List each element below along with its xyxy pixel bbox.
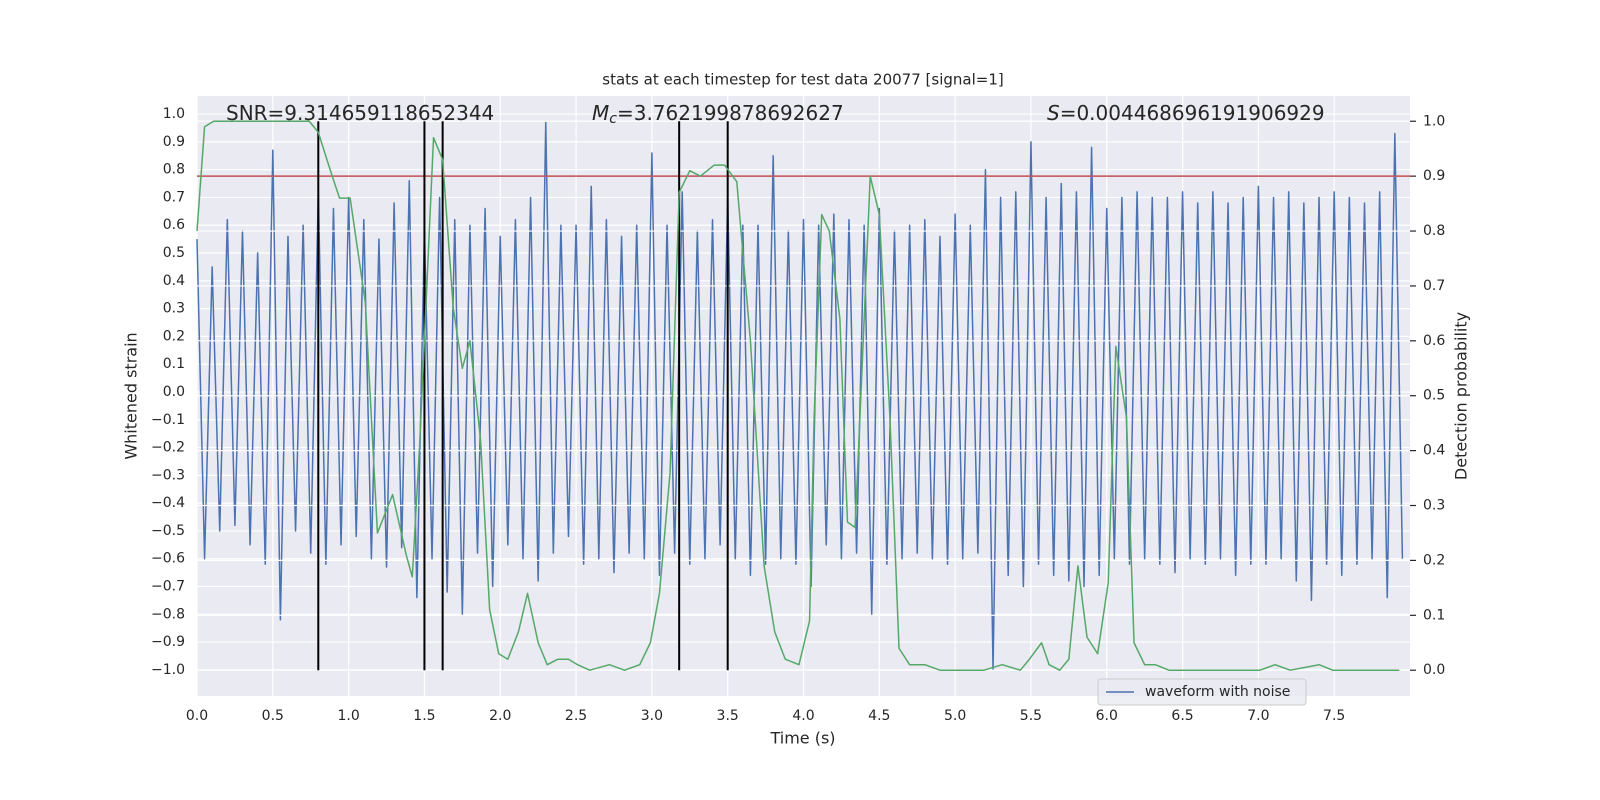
annotation: Mc=3.762199878692627 xyxy=(592,101,844,128)
annotation-text: SNR=9.314659118652344 xyxy=(226,101,494,125)
y-tick-label: −0.3 xyxy=(151,467,185,483)
y-tick-label: −0.5 xyxy=(151,523,185,539)
y2-tick-label: 0.7 xyxy=(1423,278,1445,294)
chart-title: stats at each timestep for test data 200… xyxy=(602,71,1003,89)
y2-tick-label: 0.2 xyxy=(1423,552,1445,568)
y2-tick-label: 0.0 xyxy=(1423,662,1445,678)
y-tick-label: 0.0 xyxy=(163,384,185,400)
x-tick-label: 0.5 xyxy=(262,708,284,724)
y-tick-label: 0.6 xyxy=(163,217,185,233)
y2-tick-label: 0.8 xyxy=(1423,223,1445,239)
x-tick-label: 3.0 xyxy=(641,708,663,724)
y2-tick-label: 0.9 xyxy=(1423,168,1445,184)
y-tick-label: 1.0 xyxy=(163,106,185,122)
y-tick-label: −0.4 xyxy=(151,495,185,511)
series-line xyxy=(196,120,1400,671)
y2-tick-label: 0.5 xyxy=(1423,388,1445,404)
y-tick-label: −1.0 xyxy=(151,662,185,678)
y-tick-label: 0.5 xyxy=(163,245,185,261)
y2-tick-label: 0.6 xyxy=(1423,333,1445,349)
y-tick-label: −0.8 xyxy=(151,606,185,622)
annotation-text: =3.762199878692627 xyxy=(617,101,844,125)
x-tick-label: 6.5 xyxy=(1171,708,1193,724)
y-tick-label: 0.8 xyxy=(163,162,185,178)
y-tick-label: −0.7 xyxy=(151,579,185,595)
annotation-symbol: M xyxy=(592,101,609,125)
x-tick-label: 5.5 xyxy=(1020,708,1042,724)
x-tick-label: 6.0 xyxy=(1096,708,1118,724)
x-tick-label: 4.0 xyxy=(792,708,814,724)
y2-tick-label: 0.4 xyxy=(1423,443,1445,459)
x-tick-label: 1.0 xyxy=(337,708,359,724)
y-tick-label: 0.7 xyxy=(163,189,185,205)
annotation-symbol: S xyxy=(1047,101,1060,125)
x-tick-label: 7.5 xyxy=(1323,708,1345,724)
x-tick-label: 7.0 xyxy=(1247,708,1269,724)
x-tick-label: 1.5 xyxy=(413,708,435,724)
annotation-text: =0.004468696191906929 xyxy=(1060,101,1325,125)
annotation: S=0.004468696191906929 xyxy=(1047,101,1325,125)
y-tick-label: 0.2 xyxy=(163,328,185,344)
x-tick-label: 5.0 xyxy=(944,708,966,724)
y-tick-label: 0.9 xyxy=(163,134,185,150)
y-tick-label: 0.4 xyxy=(163,273,185,289)
annotation: SNR=9.314659118652344 xyxy=(226,101,494,125)
y2-axis-label: Detection probability xyxy=(1452,312,1471,480)
y-tick-label: −0.9 xyxy=(151,634,185,650)
y-tick-label: −0.1 xyxy=(151,412,185,428)
y-tick-label: −0.2 xyxy=(151,440,185,456)
x-axis-label: Time (s) xyxy=(769,729,835,748)
x-tick-label: 2.5 xyxy=(565,708,587,724)
y-axis-label: Whitened strain xyxy=(122,332,141,459)
y2-tick-label: 0.1 xyxy=(1423,607,1445,623)
x-tick-label: 0.0 xyxy=(186,708,208,724)
annotation-subscript: c xyxy=(609,111,617,127)
x-tick-label: 4.5 xyxy=(868,708,890,724)
series-line xyxy=(196,121,1404,671)
legend-box xyxy=(1097,678,1307,706)
x-tick-label: 3.5 xyxy=(717,708,739,724)
x-tick-label: 2.0 xyxy=(489,708,511,724)
y2-tick-label: 1.0 xyxy=(1423,113,1445,129)
legend-label: waveform with noise xyxy=(1145,684,1290,700)
y-tick-label: 0.1 xyxy=(163,356,185,372)
y-tick-label: 0.3 xyxy=(163,301,185,317)
y2-tick-label: 0.3 xyxy=(1423,498,1445,514)
legend: waveform with noise xyxy=(1097,678,1307,706)
y-tick-label: −0.6 xyxy=(151,551,185,567)
